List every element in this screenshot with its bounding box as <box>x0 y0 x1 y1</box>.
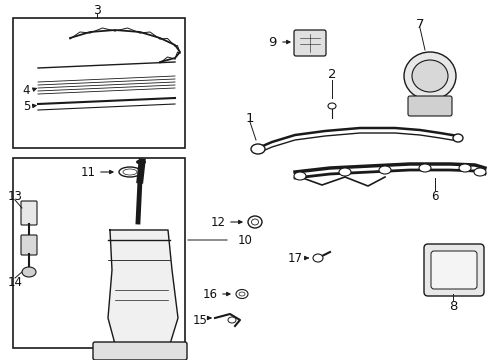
Text: 1: 1 <box>245 112 254 125</box>
Ellipse shape <box>452 134 462 142</box>
FancyBboxPatch shape <box>93 342 186 360</box>
FancyBboxPatch shape <box>21 235 37 255</box>
Text: 5: 5 <box>22 99 30 112</box>
FancyBboxPatch shape <box>423 244 483 296</box>
Ellipse shape <box>250 144 264 154</box>
Bar <box>13 158 184 348</box>
Bar <box>13 18 184 148</box>
Ellipse shape <box>22 267 36 277</box>
Text: 3: 3 <box>93 4 101 17</box>
Text: 2: 2 <box>327 68 336 81</box>
Text: 6: 6 <box>430 189 438 202</box>
Ellipse shape <box>293 172 305 180</box>
Ellipse shape <box>418 164 430 172</box>
FancyBboxPatch shape <box>293 30 325 56</box>
Ellipse shape <box>236 289 247 298</box>
Ellipse shape <box>458 164 470 172</box>
Ellipse shape <box>327 103 335 109</box>
Ellipse shape <box>247 216 262 228</box>
Ellipse shape <box>123 169 137 175</box>
FancyBboxPatch shape <box>430 251 476 289</box>
Ellipse shape <box>312 254 323 262</box>
Text: 9: 9 <box>267 36 276 49</box>
Ellipse shape <box>227 317 236 323</box>
Text: 15: 15 <box>192 314 207 327</box>
Text: 8: 8 <box>448 300 456 312</box>
Ellipse shape <box>119 167 141 177</box>
Text: 11: 11 <box>81 166 95 179</box>
Text: 10: 10 <box>238 234 252 247</box>
Text: 14: 14 <box>7 275 22 288</box>
Ellipse shape <box>338 168 350 176</box>
FancyBboxPatch shape <box>21 201 37 225</box>
Ellipse shape <box>239 292 244 296</box>
Text: 7: 7 <box>415 18 424 31</box>
Ellipse shape <box>136 159 146 165</box>
Text: 16: 16 <box>202 288 217 301</box>
Ellipse shape <box>251 219 258 225</box>
Text: 17: 17 <box>287 252 302 265</box>
Polygon shape <box>108 230 178 344</box>
FancyBboxPatch shape <box>407 96 451 116</box>
Text: 13: 13 <box>7 189 22 202</box>
Text: 4: 4 <box>22 84 30 96</box>
Ellipse shape <box>473 168 485 176</box>
Text: 12: 12 <box>210 216 225 229</box>
Ellipse shape <box>403 52 455 100</box>
Ellipse shape <box>411 60 447 92</box>
Ellipse shape <box>378 166 390 174</box>
